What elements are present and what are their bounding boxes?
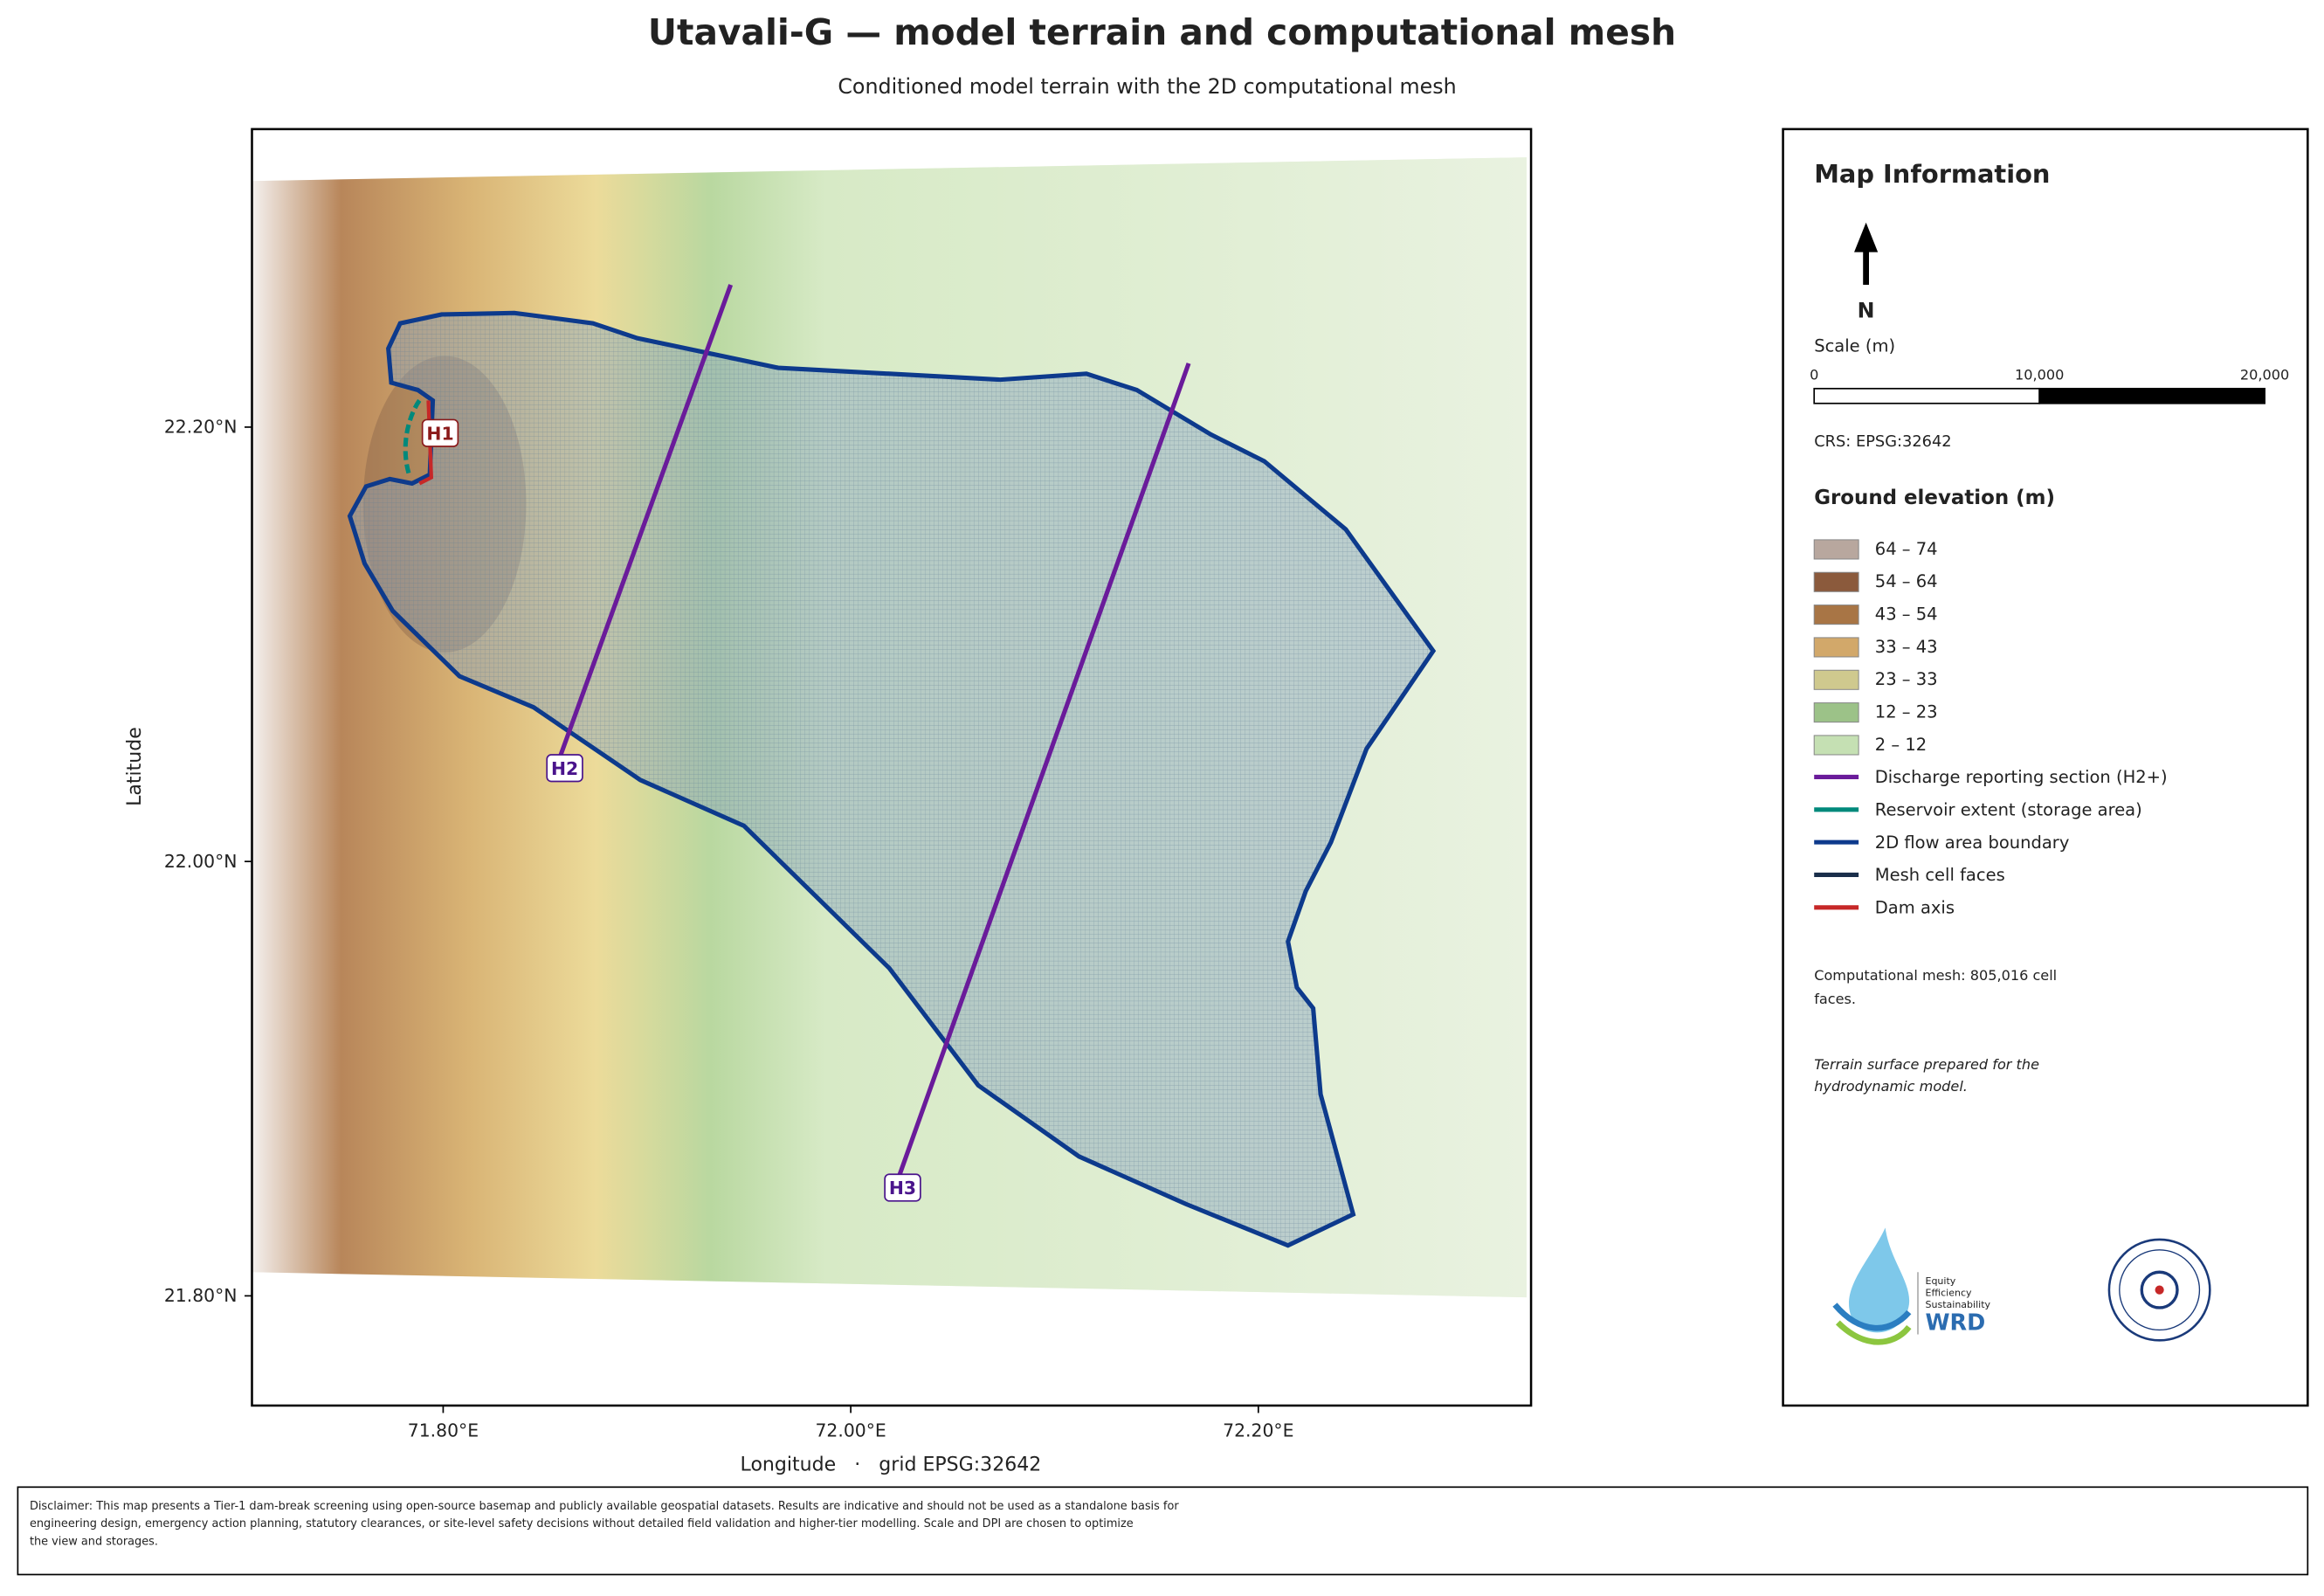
legend-label: Mesh cell faces	[1875, 865, 2005, 885]
disclaimer-box	[17, 1486, 2309, 1576]
scale-label: 20,000	[2240, 367, 2289, 383]
legend-swatch	[1813, 605, 1859, 625]
disclaimer: Disclaimer: This map presents a Tier-1 d…	[30, 1500, 1179, 1513]
terrain-note: Terrain surface prepared for the	[1814, 1056, 2039, 1073]
section-label: H1	[426, 423, 453, 444]
x-tick-label: 72.00°E	[815, 1420, 886, 1441]
legend-swatch	[1813, 735, 1859, 756]
legend-label: 43 – 54	[1875, 605, 1938, 625]
mesh-cells	[349, 313, 1434, 1246]
logo-text: Sustainability	[1925, 1299, 1990, 1310]
section-label: H2	[551, 758, 578, 779]
legend-label: Reservoir extent (storage area)	[1875, 800, 2142, 820]
institute-logo	[2107, 1238, 2211, 1342]
section-label-box	[884, 1173, 921, 1202]
x-tick-label: 71.80°E	[408, 1420, 479, 1441]
y-tick-label: 22.20°N	[164, 417, 238, 438]
legend-swatch	[1813, 669, 1859, 690]
mesh-note: faces.	[1814, 991, 1856, 1007]
legend-label: 54 – 64	[1875, 571, 1938, 591]
section-label-box	[421, 418, 459, 447]
title: Utavali-G — model terrain and computatio…	[648, 11, 1676, 53]
legend-label: Discharge reporting section (H2+)	[1875, 767, 2168, 787]
terrain-note: hydrodynamic model.	[1814, 1078, 1968, 1095]
logo-text: Efficiency	[1925, 1287, 1972, 1298]
scale-label: 0	[1810, 367, 1818, 383]
y-tick-label: 21.80°N	[164, 1285, 238, 1306]
legend-label: 2 – 12	[1875, 735, 1927, 755]
reservoir-extent	[403, 398, 422, 475]
discharge-section	[896, 363, 1191, 1180]
legend-label: 33 – 43	[1875, 637, 1938, 657]
legend-label: 2D flow area boundary	[1875, 833, 2070, 853]
legend-label: Dam axis	[1875, 898, 1955, 918]
logo-text: WRD	[1925, 1309, 1985, 1336]
crs: CRS: EPSG:32642	[1814, 432, 1951, 451]
disclaimer: the view and storages.	[30, 1536, 158, 1549]
scale-label: 10,000	[2015, 367, 2064, 383]
disclaimer: engineering design, emergency action pla…	[30, 1517, 1134, 1530]
scale-bar-black	[2038, 387, 2265, 404]
discharge-section	[558, 284, 734, 757]
y-axis-label: Latitude	[124, 727, 146, 806]
map-frame	[251, 128, 1533, 1407]
subtitle: Conditioned model terrain with the 2D co…	[838, 74, 1456, 99]
legend-label: 64 – 74	[1875, 539, 1938, 559]
legend-swatch	[1813, 539, 1859, 560]
section-label: H3	[889, 1178, 916, 1199]
north-label: N	[1858, 298, 1875, 322]
legend-label: 12 – 23	[1875, 702, 1938, 722]
scale-title: Scale (m)	[1814, 335, 1895, 356]
info-panel	[1782, 128, 2309, 1407]
legend-swatch	[1813, 571, 1859, 592]
legend-title: Ground elevation (m)	[1814, 487, 2055, 509]
y-tick-label: 22.00°N	[164, 851, 238, 872]
x-axis-label: Longitude · grid EPSG:32642	[741, 1454, 1042, 1476]
mesh-note: Computational mesh: 805,016 cell	[1814, 967, 2057, 984]
x-tick-label: 72.20°E	[1223, 1420, 1293, 1441]
flow-boundary	[347, 310, 1437, 1248]
legend-label: 23 – 33	[1875, 669, 1938, 689]
section-label-box	[546, 754, 583, 783]
wrd-logo: Equity Efficiency Sustainability WRD	[1832, 1227, 1991, 1345]
north-arrow	[1854, 222, 1879, 286]
logo-text: Equity	[1925, 1275, 1955, 1287]
legend-swatch	[1813, 637, 1859, 658]
scale-bar-white	[1813, 387, 2041, 404]
panel-title: Map Information	[1814, 159, 2050, 189]
legend-swatch	[1813, 702, 1859, 723]
